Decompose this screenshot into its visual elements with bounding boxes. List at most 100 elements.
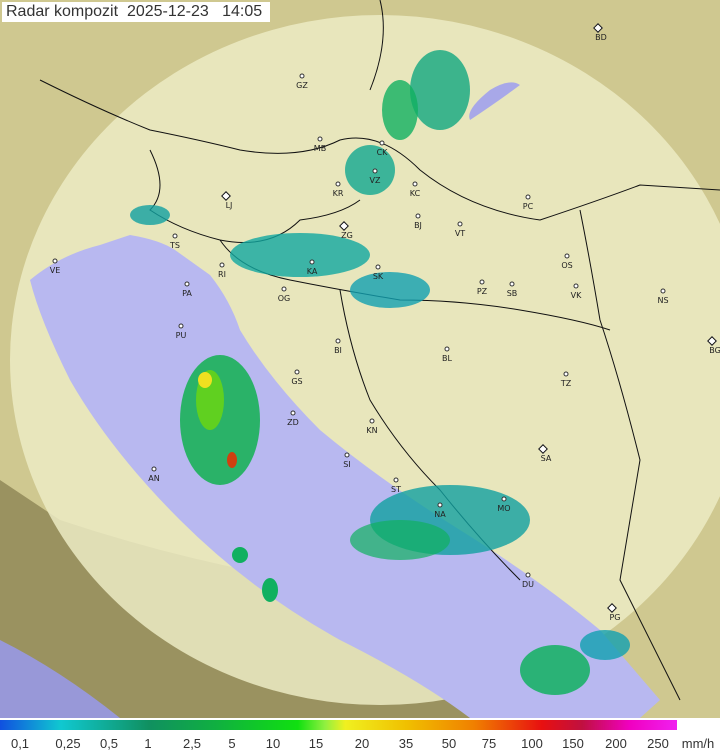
legend-color-bar xyxy=(0,720,677,730)
city-marker xyxy=(294,369,300,375)
city-label: OG xyxy=(277,294,291,303)
legend-tick: 75 xyxy=(481,736,497,751)
title-text: Radar kompozit xyxy=(6,3,119,20)
city-marker xyxy=(369,418,375,424)
city-marker xyxy=(299,73,305,79)
city-label: SI xyxy=(343,460,351,469)
city-label: LJ xyxy=(225,201,233,210)
city-label: BG xyxy=(709,346,720,355)
legend-tick: 0,25 xyxy=(55,736,81,751)
lake-balaton xyxy=(469,82,520,120)
legend-tick: 15 xyxy=(308,736,324,751)
city-marker xyxy=(317,136,323,142)
city-marker xyxy=(479,279,485,285)
city-marker xyxy=(437,502,443,508)
city-label: GZ xyxy=(296,81,308,90)
city-marker xyxy=(525,572,531,578)
city-label: VK xyxy=(570,291,582,300)
city-marker xyxy=(52,258,58,264)
city-label: TZ xyxy=(560,379,572,388)
city-label: PA xyxy=(182,289,192,298)
city-label: SK xyxy=(372,272,384,281)
city-marker xyxy=(219,262,225,268)
city-label: AN xyxy=(148,474,160,483)
legend-tick: 2,5 xyxy=(182,736,202,751)
city-label: GS xyxy=(291,377,303,386)
legend-tick: 1 xyxy=(144,736,152,751)
legend-tick: 200 xyxy=(605,736,627,751)
legend-tick: 100 xyxy=(521,736,543,751)
city-label: NA xyxy=(434,510,446,519)
city-label: BI xyxy=(334,346,342,355)
city-marker xyxy=(660,288,666,294)
city-label: OS xyxy=(561,261,573,270)
city-marker xyxy=(172,233,178,239)
city-label: BJ xyxy=(414,221,422,230)
city-marker xyxy=(379,140,385,146)
legend-tick: 10 xyxy=(265,736,281,751)
legend-tick: 20 xyxy=(354,736,370,751)
city-marker xyxy=(412,181,418,187)
city-marker xyxy=(375,264,381,270)
city-label: ZD xyxy=(287,418,299,427)
city-label: DU xyxy=(521,580,535,589)
legend-tick: 150 xyxy=(562,736,584,751)
city-marker xyxy=(509,281,515,287)
city-label: BL xyxy=(442,354,452,363)
radar-map xyxy=(0,0,720,718)
city-marker xyxy=(309,259,315,265)
legend-tick: 50 xyxy=(441,736,457,751)
city-label: TS xyxy=(170,241,180,250)
precipitation xyxy=(130,50,630,695)
map-title: Radar kompozit 2025-12-23 14:05 xyxy=(2,2,270,22)
city-marker xyxy=(444,346,450,352)
radar-coverage xyxy=(10,15,720,705)
city-marker xyxy=(178,323,184,329)
city-label: CK xyxy=(376,148,388,157)
legend-tick: 250 xyxy=(647,736,669,751)
city-marker xyxy=(573,283,579,289)
city-label: PC xyxy=(522,202,534,211)
city-label: NS xyxy=(657,296,669,305)
city-label: VE xyxy=(49,266,61,275)
city-marker xyxy=(344,452,350,458)
city-label: MB xyxy=(313,144,327,153)
city-marker xyxy=(184,281,190,287)
tyrrhenian-sea xyxy=(0,640,120,718)
city-label: SA xyxy=(540,454,552,463)
city-label: KR xyxy=(332,189,344,198)
city-marker xyxy=(393,477,399,483)
city-label: BD xyxy=(595,33,607,42)
city-marker xyxy=(564,253,570,259)
city-label: PU xyxy=(175,331,187,340)
city-label: MO xyxy=(497,504,511,513)
city-marker xyxy=(501,496,507,502)
city-label: VZ xyxy=(369,176,381,185)
city-marker xyxy=(290,410,296,416)
city-marker xyxy=(151,466,157,472)
title-date: 2025-12-23 xyxy=(126,3,209,20)
city-label: ZG xyxy=(341,231,353,240)
city-marker xyxy=(281,286,287,292)
city-label: PZ xyxy=(476,287,488,296)
city-marker xyxy=(457,221,463,227)
city-label: ST xyxy=(391,485,401,494)
title-time: 14:05 xyxy=(222,3,263,20)
city-label: KN xyxy=(366,426,378,435)
adriatic-sea xyxy=(30,235,660,718)
city-marker xyxy=(372,168,378,174)
city-marker xyxy=(415,213,421,219)
city-marker xyxy=(525,194,531,200)
city-label: PG xyxy=(609,613,621,622)
legend-tick: 5 xyxy=(228,736,236,751)
city-label: KA xyxy=(306,267,318,276)
legend-tick: 35 xyxy=(398,736,414,751)
legend-unit: mm/h xyxy=(681,736,715,751)
city-marker xyxy=(563,371,569,377)
city-label: VT xyxy=(454,229,466,238)
legend-tick: 0,1 xyxy=(10,736,30,751)
city-label: RI xyxy=(218,270,226,279)
legend-tick: 0,5 xyxy=(99,736,119,751)
city-marker xyxy=(335,181,341,187)
